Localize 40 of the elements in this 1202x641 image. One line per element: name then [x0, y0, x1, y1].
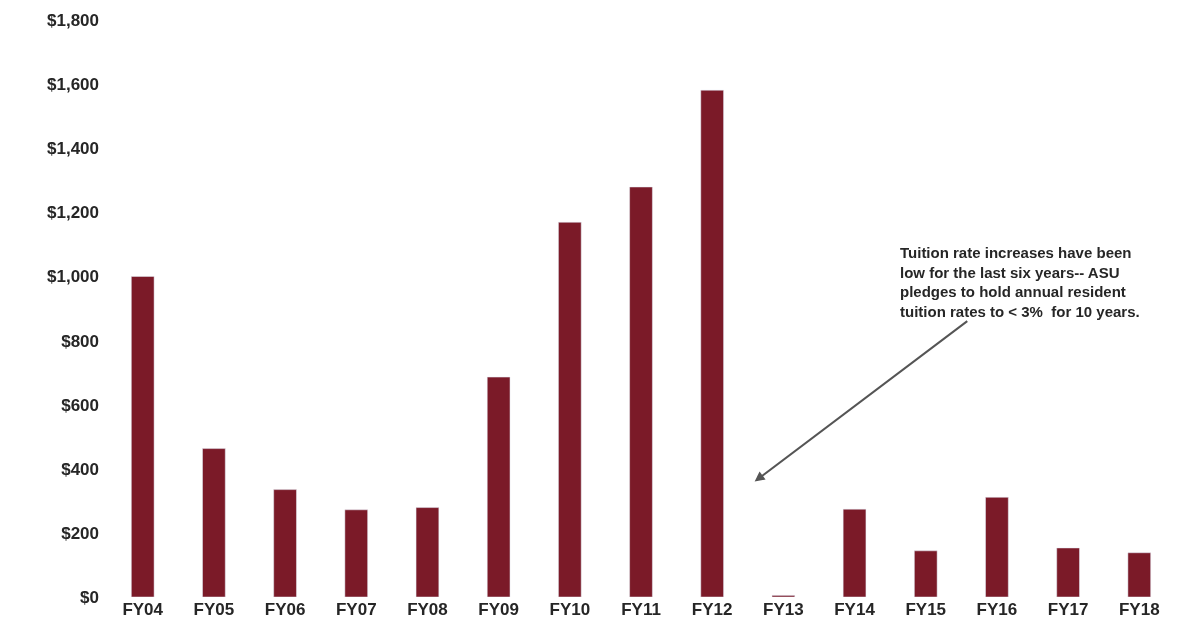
y-tick-label: $800 — [61, 331, 99, 351]
x-tick-label: FY13 — [763, 600, 804, 619]
x-tick-label: FY06 — [264, 600, 306, 619]
bar — [1127, 552, 1151, 597]
annotation: Tuition rate increases have been low for the last six years-- ASU pledges to hold annual resident tuition rates to < 3% for 10 years. — [900, 244, 1140, 320]
x-tick-label: FY08 — [407, 600, 448, 619]
x-tick-label: FY05 — [193, 600, 235, 619]
x-tick-label: FY11 — [621, 600, 661, 619]
bar — [273, 489, 297, 597]
y-tick-label: $1,400 — [47, 139, 99, 159]
y-tick-label: $1,600 — [47, 75, 99, 95]
x-tick-label: FY04 — [122, 600, 164, 619]
bar — [131, 276, 155, 597]
x-tick-label: FY12 — [691, 600, 733, 619]
x-tick-label: FY18 — [1118, 600, 1160, 619]
x-tick-label: FY07 — [335, 600, 377, 619]
bar — [344, 509, 368, 597]
y-tick-label: $1,800 — [47, 10, 99, 30]
bar — [629, 186, 653, 597]
bar — [700, 89, 724, 597]
bar — [415, 507, 440, 597]
y-tick-label: $400 — [61, 459, 99, 479]
x-tick-label: FY10 — [549, 600, 591, 619]
y-tick-label: $1,200 — [47, 203, 99, 223]
x-tick-label: FY09 — [478, 600, 519, 619]
bar — [914, 550, 938, 597]
x-tick-label: FY15 — [905, 600, 947, 619]
bar — [558, 222, 582, 597]
x-tick-label: FY16 — [976, 600, 1018, 619]
y-tick-label: $200 — [61, 523, 99, 543]
bar — [1056, 547, 1080, 597]
bar — [486, 376, 511, 597]
y-tick-label: $1,000 — [47, 267, 99, 287]
x-tick-label: FY17 — [1047, 600, 1089, 619]
y-tick-label: $0 — [80, 587, 99, 607]
bar — [985, 497, 1009, 597]
y-tick-label: $600 — [61, 395, 99, 415]
bar — [202, 448, 226, 597]
bar — [842, 508, 867, 597]
x-tick-label: FY14 — [834, 600, 876, 619]
